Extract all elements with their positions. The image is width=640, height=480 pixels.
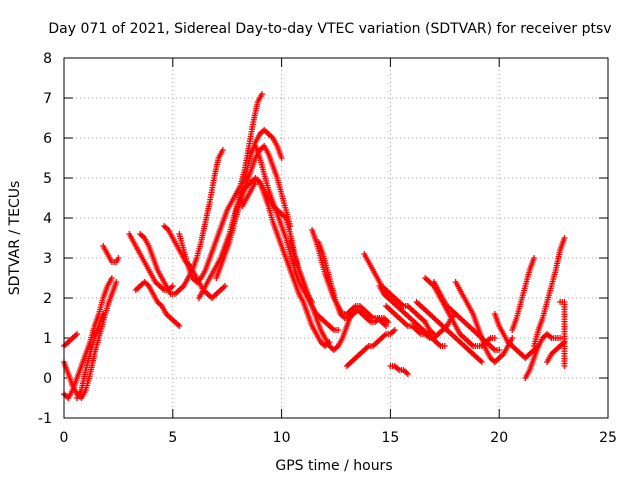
y-tick-label: 6 [43,131,52,147]
data-point-marker [509,335,516,341]
data-point-marker [100,311,107,317]
x-tick-label: 10 [273,430,291,446]
series-track-01 [61,331,81,349]
series-track-24 [413,299,485,365]
series-track-03 [61,275,115,401]
series-track-19 [343,327,398,369]
data-point-marker [491,335,498,341]
series-track-05 [100,243,122,265]
data-point-marker [169,283,176,289]
y-tick-label: 8 [43,51,52,67]
y-tick-label: 2 [43,291,52,307]
y-tick-label: 7 [43,91,52,107]
series-track-30 [522,331,564,381]
y-tick-label: 3 [43,251,52,267]
series-track-28 [491,311,542,361]
data-point-marker [404,371,411,377]
series-track-16 [287,239,355,353]
data-point-marker [385,319,392,325]
data-markers [61,91,568,401]
series-track-32 [544,339,568,365]
series-track-22 [383,303,459,341]
series-track-15 [252,143,342,333]
y-tick-label: 0 [43,371,52,387]
series-track-08 [132,279,183,329]
data-point-marker [259,91,266,97]
x-tick-label: 15 [381,430,399,446]
x-tick-label: 0 [60,430,69,446]
data-point-marker [496,347,503,353]
x-tick-label: 20 [490,430,508,446]
series-track-26 [430,279,503,353]
data-point-marker [391,327,398,333]
x-axis-label: GPS time / hours [275,458,392,474]
data-point-marker [561,235,568,241]
series-track-33 [557,299,568,369]
data-point-marker [557,335,564,341]
data-point-marker [278,155,285,161]
y-axis-label: SDTVAR / TECUs [7,181,23,296]
series-track-27 [452,279,516,365]
series-track-10 [176,91,266,285]
data-point-marker [74,331,81,337]
data-point-marker [222,283,229,289]
data-point-marker [383,323,390,329]
y-tick-label: 4 [43,211,52,227]
x-tick-label: 5 [168,430,177,446]
data-point-marker [441,343,448,349]
data-point-marker [335,327,342,333]
data-point-marker [478,359,485,365]
x-tick-label: 25 [599,430,617,446]
series-track-14 [239,179,333,349]
data-point-marker [219,147,226,153]
data-point-marker [113,279,120,285]
data-point-marker [108,275,115,281]
series-track-18 [309,227,390,329]
data-point-marker [561,363,568,369]
series-track-04 [74,311,107,401]
y-tick-label: 1 [43,331,52,347]
data-point-marker [531,255,538,261]
y-tick-label: 5 [43,171,52,187]
data-point-marker [115,255,122,261]
chart-title: Day 071 of 2021, Sidereal Day-to-day VTE… [48,21,611,37]
series-track-20 [361,251,437,337]
series-track-21 [376,283,448,349]
series-track-31 [531,235,568,349]
series-track-23 [387,363,411,377]
plot-frame [63,57,609,419]
data-point-marker [176,323,183,329]
series-track-29 [509,255,538,333]
series-track-06 [126,231,176,293]
y-tick-label: -1 [38,411,52,427]
axis-ticks: -1 0 1 2 3 4 5 6 7 8 0 5 10 15 20 25 [38,51,617,446]
